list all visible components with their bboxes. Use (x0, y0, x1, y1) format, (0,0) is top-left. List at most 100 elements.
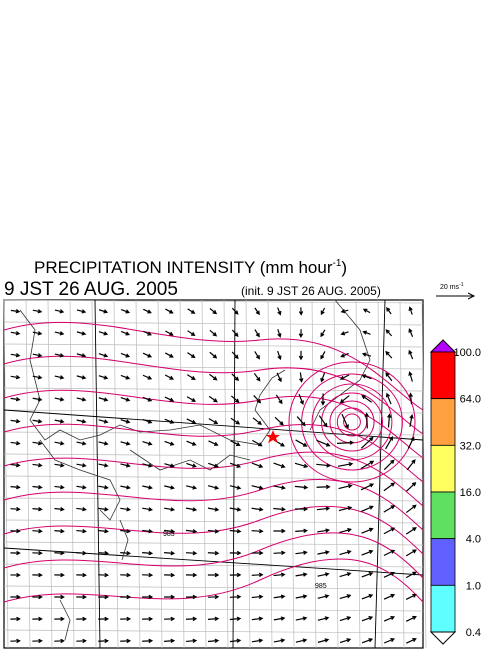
wind-arrow (98, 441, 109, 446)
wind-arrow (76, 572, 87, 578)
wind-arrow (187, 352, 196, 359)
grid-line (3, 475, 424, 480)
wind-arrow (254, 307, 260, 316)
wind-arrow (10, 484, 21, 490)
wind-arrow (164, 440, 175, 446)
wind-arrow (408, 371, 413, 382)
observation-star (266, 430, 280, 443)
wind-arrow (207, 594, 220, 600)
grid-line (3, 387, 424, 392)
wind-arrow (76, 528, 87, 534)
isobar (3, 321, 424, 411)
wind-arrow (142, 594, 154, 600)
wind-arrow (165, 330, 174, 336)
wind-arrow (76, 331, 87, 336)
wind-arrow (54, 485, 65, 490)
wind-arrow (405, 549, 417, 557)
wind-arrow (385, 372, 393, 382)
wind-arrow (385, 436, 394, 450)
wind-arrow (120, 308, 131, 314)
wind-arrow (295, 572, 308, 577)
wind-arrow (209, 351, 218, 359)
wind-arrow (54, 528, 65, 534)
isobar (288, 361, 416, 483)
wind-arrow (273, 638, 286, 643)
wind-arrow (10, 353, 21, 358)
wind-arrow (142, 638, 154, 644)
wind-arrow (54, 506, 65, 512)
time: 9 JST 26 AUG. 2005 (4, 279, 178, 300)
wind-arrow (295, 638, 308, 643)
wind-arrow (32, 331, 43, 336)
wind-arrow (142, 418, 153, 424)
wind-arrow (340, 331, 349, 336)
colorbar-label: 1.0 (466, 580, 481, 592)
wind-arrow (229, 507, 242, 512)
colorbar-bin (430, 351, 456, 400)
wind-arrow (405, 527, 417, 535)
wind-arrow (98, 485, 109, 490)
wind-arrow (186, 440, 197, 446)
colorbar-label: 4.0 (466, 534, 481, 546)
wind-arrow (229, 594, 242, 600)
wind-arrow (273, 594, 286, 599)
wind-arrow (317, 594, 330, 599)
grid-line (267, 299, 273, 649)
wind-arrow (405, 615, 417, 622)
wind-arrow (316, 463, 331, 468)
wind-arrow (277, 329, 282, 338)
wind-arrow (54, 397, 65, 402)
wind-arrow (207, 616, 220, 622)
wind-arrow (383, 482, 396, 492)
grid-line (3, 365, 424, 370)
wind-arrow (186, 396, 197, 402)
grid-line (421, 299, 427, 649)
wind-arrow (208, 418, 219, 425)
wind-arrow (252, 439, 263, 447)
wind-arrow (409, 413, 414, 427)
grid-line (3, 585, 424, 590)
wind-arrow (32, 616, 43, 622)
grid-line (399, 299, 405, 649)
grid-line (223, 299, 229, 649)
grid-line (201, 299, 207, 649)
wind-arrow (385, 350, 393, 359)
wind-arrow (98, 550, 109, 556)
wind-arrow (338, 505, 353, 512)
wind-arrow (186, 638, 198, 644)
wind-arrow (383, 571, 396, 578)
map-frame (3, 299, 424, 649)
wind-arrow (207, 572, 220, 578)
wind-arrow (408, 392, 413, 405)
wind-arrow (32, 419, 43, 424)
wind-arrow (295, 550, 308, 555)
wind-arrow (231, 307, 239, 315)
wind-arrow (408, 328, 414, 337)
colorbar-label: 16.0 (460, 487, 481, 499)
wind-arrow (339, 374, 350, 380)
wind-arrow (361, 571, 374, 578)
grid-line (3, 299, 424, 304)
colorbar-top (429, 339, 457, 353)
wind-arrow (120, 550, 132, 556)
wind-arrow (120, 616, 132, 622)
wind-arrow (316, 439, 331, 447)
grid-line (157, 299, 163, 649)
grid-line (113, 299, 119, 649)
wind-arrow (164, 352, 174, 358)
wind-arrow (254, 329, 260, 338)
wind-arrow (207, 550, 220, 556)
wind-arrow (320, 372, 326, 383)
wind-arrow (208, 462, 219, 468)
wind-arrow (295, 594, 308, 599)
wind-arrow (405, 593, 417, 600)
wind-arrow (317, 616, 330, 621)
wind-arrow (164, 485, 175, 490)
wind-arrow (164, 396, 175, 402)
wind-arrow (385, 329, 393, 337)
wind-arrow (295, 616, 308, 621)
wind-arrow (317, 638, 330, 643)
wind-arrow (364, 412, 369, 429)
wind-arrow (273, 485, 286, 490)
